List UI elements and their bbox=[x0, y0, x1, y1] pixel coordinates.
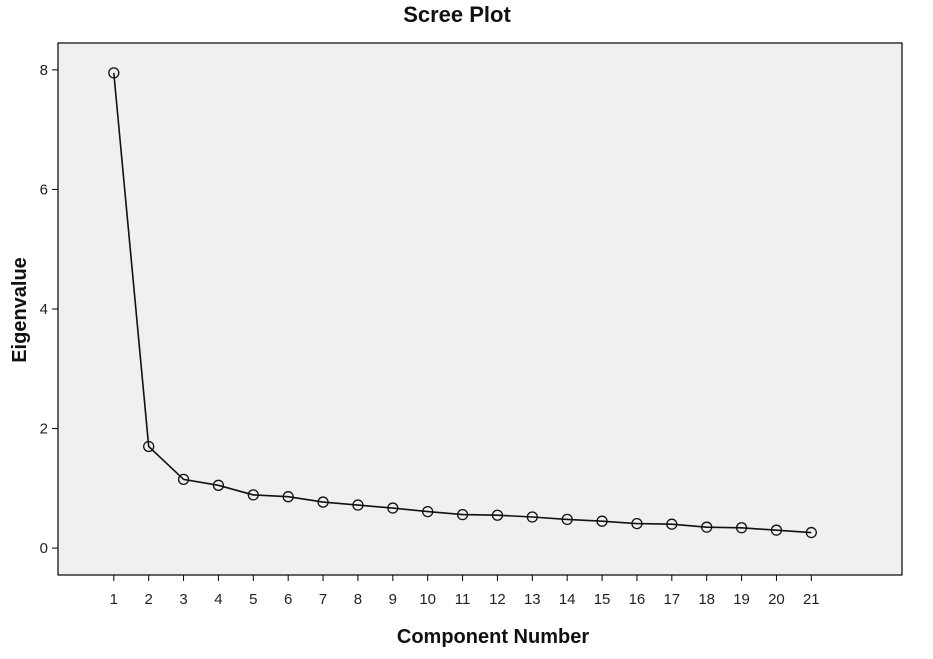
data-point bbox=[177, 473, 190, 486]
data-point bbox=[805, 526, 817, 539]
x-tick-label: 13 bbox=[524, 591, 541, 608]
x-tick-label: 2 bbox=[145, 591, 153, 608]
data-point bbox=[701, 521, 713, 533]
data-point bbox=[212, 479, 225, 491]
y-axis-label: Eigenvalue bbox=[9, 257, 31, 363]
data-point bbox=[596, 515, 608, 527]
x-tick-label: 14 bbox=[559, 591, 576, 608]
data-point bbox=[317, 496, 329, 508]
data-point bbox=[247, 489, 259, 501]
data-point bbox=[108, 67, 120, 79]
data-point bbox=[666, 518, 678, 530]
plot-area bbox=[57, 42, 903, 576]
x-axis-label: Component Number bbox=[397, 626, 589, 648]
x-tick-label: 5 bbox=[249, 591, 257, 608]
eigenvalue-series bbox=[108, 67, 817, 539]
data-point bbox=[491, 509, 504, 521]
x-tick-label: 12 bbox=[489, 591, 506, 608]
x-tick-label: 11 bbox=[455, 591, 471, 608]
series-line bbox=[113, 72, 812, 534]
data-point bbox=[526, 511, 538, 523]
data-point bbox=[735, 522, 748, 534]
y-tick-label: 0 bbox=[40, 540, 48, 557]
data-point bbox=[561, 513, 573, 526]
x-tick-label: 10 bbox=[419, 591, 436, 608]
data-point bbox=[422, 505, 434, 518]
x-tick-label: 15 bbox=[594, 591, 611, 608]
x-tick-label: 3 bbox=[179, 591, 187, 608]
data-point bbox=[143, 440, 155, 453]
data-point bbox=[352, 499, 364, 511]
x-tick-label: 19 bbox=[733, 591, 750, 608]
x-tick-label: 6 bbox=[284, 591, 292, 608]
x-tick-label: 18 bbox=[698, 591, 715, 608]
x-tick-label: 17 bbox=[663, 591, 680, 608]
data-point bbox=[456, 508, 469, 521]
y-tick-label: 4 bbox=[40, 301, 48, 318]
data-point bbox=[770, 524, 783, 536]
x-tick-label: 7 bbox=[319, 591, 327, 608]
x-axis-ticks: 1 2 3 4 5 6 7 8 9 10 11 12 13 14 15 16 17 18 19 20 21 bbox=[110, 575, 820, 608]
x-tick-label: 8 bbox=[354, 591, 362, 608]
data-point bbox=[387, 502, 399, 514]
x-tick-label: 21 bbox=[803, 591, 820, 608]
y-tick-label: 2 bbox=[40, 421, 48, 438]
data-point bbox=[282, 491, 294, 503]
x-tick-label: 20 bbox=[768, 591, 785, 608]
y-tick-label: 8 bbox=[40, 62, 48, 79]
y-tick-label: 6 bbox=[40, 181, 48, 198]
y-axis-ticks: 0 2 4 6 8 bbox=[40, 62, 58, 557]
x-tick-label: 4 bbox=[214, 591, 222, 608]
data-point bbox=[631, 517, 643, 530]
x-tick-label: 9 bbox=[389, 591, 397, 608]
chart-title: Scree Plot bbox=[403, 2, 511, 27]
x-tick-label: 16 bbox=[629, 591, 646, 608]
x-tick-label: 1 bbox=[110, 591, 118, 608]
